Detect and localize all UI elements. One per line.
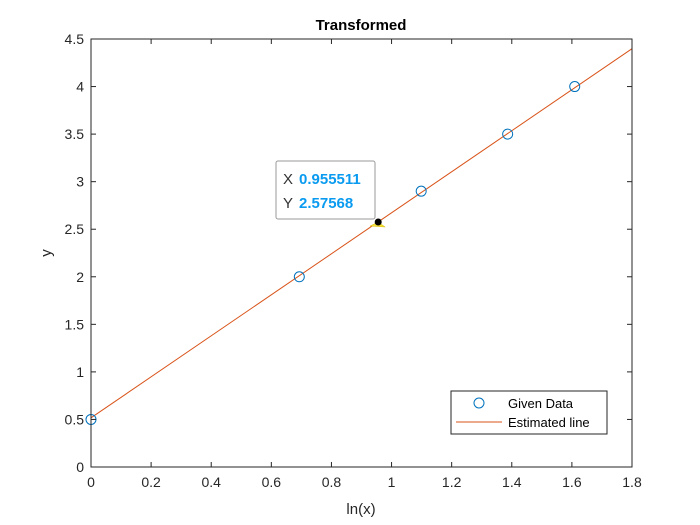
y-tick-label: 2 <box>76 269 84 285</box>
y-axis-label: y <box>38 249 55 257</box>
x-tick-label: 1.6 <box>562 474 582 490</box>
y-tick-label: 1.5 <box>65 316 85 332</box>
legend[interactable]: Given Data Estimated line <box>450 390 608 435</box>
y-tick-label: 1 <box>76 364 84 380</box>
y-tick-label: 0 <box>76 459 84 475</box>
given-data-point[interactable] <box>569 81 581 93</box>
given-data-point[interactable] <box>502 128 514 140</box>
legend-label-given-data: Given Data <box>508 396 574 411</box>
x-tick-label: 0.4 <box>201 474 221 490</box>
y-tick-label: 3 <box>76 174 84 190</box>
datatip[interactable]: X 0.955511 Y 2.57568 <box>275 160 387 228</box>
x-tick-label: 0.8 <box>322 474 342 490</box>
y-tick-label: 4 <box>76 79 84 95</box>
given-data-point[interactable] <box>293 271 305 283</box>
legend-label-estimated-line: Estimated line <box>508 415 590 430</box>
x-tick-label: 1.4 <box>502 474 522 490</box>
x-tick-label: 0.2 <box>141 474 161 490</box>
x-tick-label: 0 <box>87 474 95 490</box>
x-tick-label: 1.2 <box>442 474 462 490</box>
datatip-box <box>275 160 376 220</box>
y-tick-label: 0.5 <box>65 411 85 427</box>
x-axis-ticks: 0 0.2 0.4 0.6 0.8 1 1.2 1.4 1.6 1.8 <box>87 39 642 490</box>
x-tick-label: 0.6 <box>262 474 282 490</box>
axes-box <box>90 38 633 468</box>
datatip-x-value: 0.955511 <box>299 171 361 188</box>
y-tick-label: 4.5 <box>65 31 85 47</box>
y-axis-ticks: 0 0.5 1 1.5 2 2.5 3 3.5 4 4.5 <box>65 31 632 475</box>
y-tick-label: 2.5 <box>65 221 85 237</box>
given-data-point[interactable] <box>415 185 427 197</box>
x-tick-label: 1 <box>388 474 396 490</box>
datatip-point <box>374 218 382 226</box>
estimated-line-layer <box>90 48 633 419</box>
x-tick-label: 1.8 <box>622 474 642 490</box>
y-tick-label: 3.5 <box>65 126 85 142</box>
estimated-line[interactable] <box>90 48 633 419</box>
datatip-x-key: X <box>283 171 293 188</box>
given-data-markers <box>85 81 581 425</box>
datatip-y-value: 2.57568 <box>299 195 353 212</box>
datatip-y-key: Y <box>283 195 293 212</box>
legend-marker-given-data <box>473 397 485 409</box>
chart-title: Transformed <box>316 17 407 34</box>
x-axis-label: ln(x) <box>346 501 375 518</box>
